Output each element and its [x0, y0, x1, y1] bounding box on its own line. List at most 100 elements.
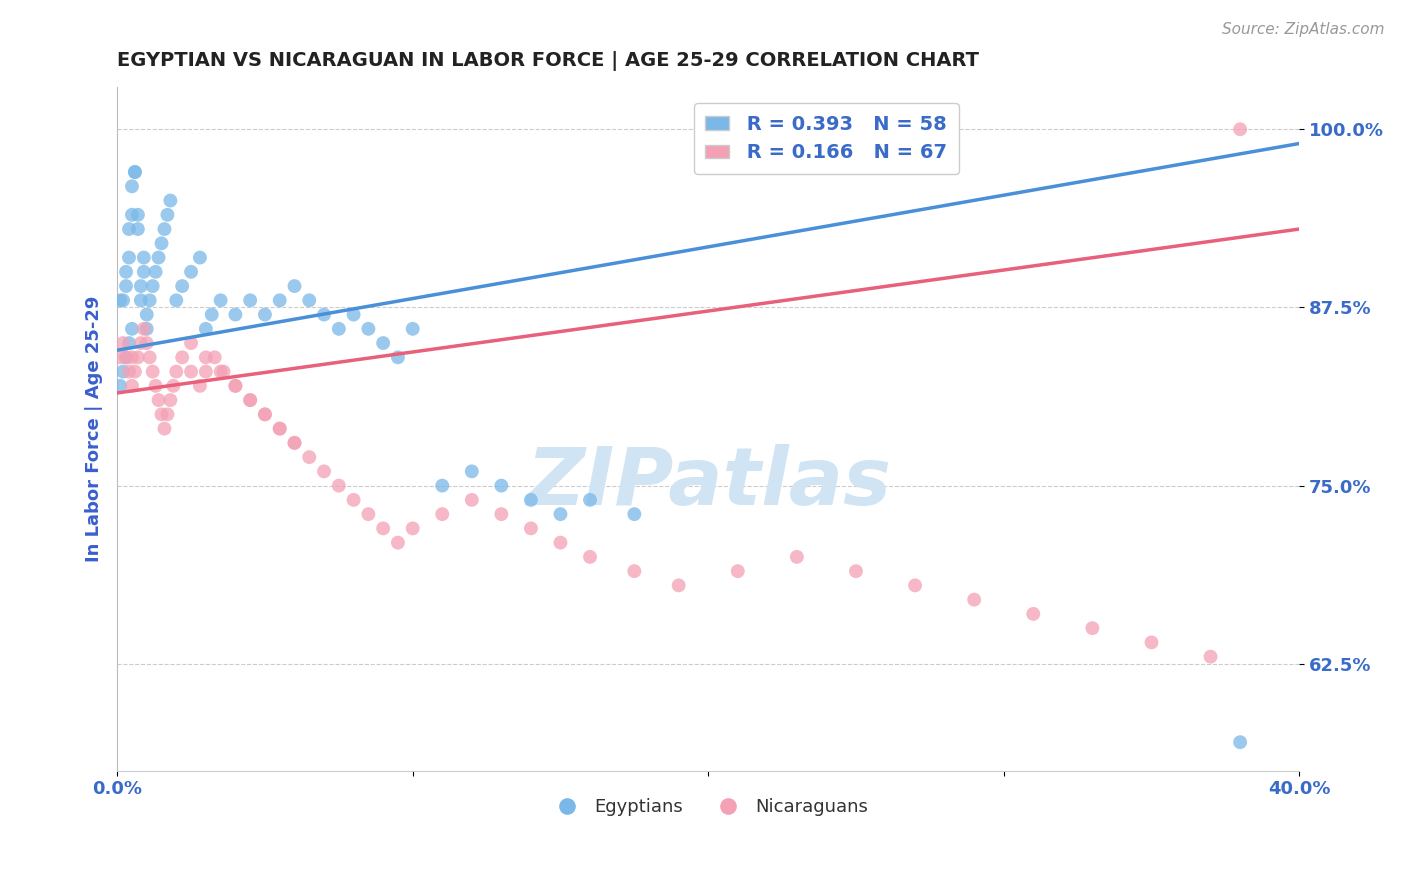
Point — [387, 351, 409, 365]
Point — [373, 336, 395, 351]
Point — [142, 365, 165, 379]
Point — [121, 208, 143, 222]
Point — [115, 351, 138, 365]
Point — [283, 279, 305, 293]
Point — [253, 408, 276, 422]
Point — [904, 578, 927, 592]
Point — [121, 179, 143, 194]
Point — [298, 293, 321, 308]
Text: Source: ZipAtlas.com: Source: ZipAtlas.com — [1222, 22, 1385, 37]
Point — [180, 265, 202, 279]
Point — [253, 408, 276, 422]
Point — [165, 293, 187, 308]
Point — [150, 408, 173, 422]
Point — [224, 379, 246, 393]
Point — [121, 379, 143, 393]
Point — [112, 365, 135, 379]
Point — [520, 492, 543, 507]
Point — [963, 592, 986, 607]
Point — [162, 379, 184, 393]
Point — [432, 478, 454, 492]
Point — [124, 165, 146, 179]
Text: EGYPTIAN VS NICARAGUAN IN LABOR FORCE | AGE 25-29 CORRELATION CHART: EGYPTIAN VS NICARAGUAN IN LABOR FORCE | … — [117, 51, 979, 70]
Point — [115, 279, 138, 293]
Point — [194, 322, 217, 336]
Point — [550, 507, 572, 521]
Point — [127, 222, 149, 236]
Point — [209, 293, 232, 308]
Point — [150, 236, 173, 251]
Point — [342, 308, 364, 322]
Point — [727, 564, 749, 578]
Point — [204, 351, 226, 365]
Point — [239, 293, 262, 308]
Point — [623, 564, 645, 578]
Point — [180, 336, 202, 351]
Point — [188, 379, 211, 393]
Point — [786, 549, 808, 564]
Point — [387, 535, 409, 549]
Point — [312, 464, 335, 478]
Point — [118, 336, 141, 351]
Point — [1199, 649, 1222, 664]
Point — [108, 351, 131, 365]
Point — [253, 308, 276, 322]
Point — [357, 322, 380, 336]
Point — [188, 251, 211, 265]
Point — [283, 435, 305, 450]
Point — [1229, 735, 1251, 749]
Point — [135, 322, 157, 336]
Point — [579, 549, 602, 564]
Point — [172, 351, 194, 365]
Point — [269, 293, 291, 308]
Point — [156, 408, 179, 422]
Point — [269, 421, 291, 435]
Point — [132, 265, 155, 279]
Point — [342, 492, 364, 507]
Point — [1229, 122, 1251, 136]
Point — [328, 322, 350, 336]
Point — [239, 393, 262, 408]
Point — [156, 208, 179, 222]
Point — [224, 379, 246, 393]
Point — [491, 478, 513, 492]
Point — [402, 322, 425, 336]
Point — [121, 351, 143, 365]
Point — [373, 521, 395, 535]
Point — [129, 293, 152, 308]
Point — [118, 365, 141, 379]
Point — [148, 393, 170, 408]
Point — [129, 336, 152, 351]
Point — [112, 293, 135, 308]
Point — [239, 393, 262, 408]
Point — [112, 336, 135, 351]
Point — [153, 421, 176, 435]
Point — [194, 351, 217, 365]
Point — [550, 535, 572, 549]
Point — [145, 379, 167, 393]
Point — [118, 222, 141, 236]
Point — [1022, 607, 1045, 621]
Point — [172, 279, 194, 293]
Point — [491, 507, 513, 521]
Point — [402, 521, 425, 535]
Point — [124, 365, 146, 379]
Point — [668, 578, 690, 592]
Point — [1081, 621, 1104, 635]
Point — [180, 365, 202, 379]
Point — [269, 421, 291, 435]
Point — [159, 194, 181, 208]
Point — [357, 507, 380, 521]
Point — [118, 251, 141, 265]
Point — [135, 336, 157, 351]
Point — [129, 279, 152, 293]
Point — [201, 308, 224, 322]
Point — [115, 351, 138, 365]
Point — [159, 393, 181, 408]
Point — [145, 265, 167, 279]
Point — [312, 308, 335, 322]
Point — [138, 351, 160, 365]
Point — [461, 492, 484, 507]
Point — [124, 165, 146, 179]
Legend: Egyptians, Nicaraguans: Egyptians, Nicaraguans — [541, 791, 875, 823]
